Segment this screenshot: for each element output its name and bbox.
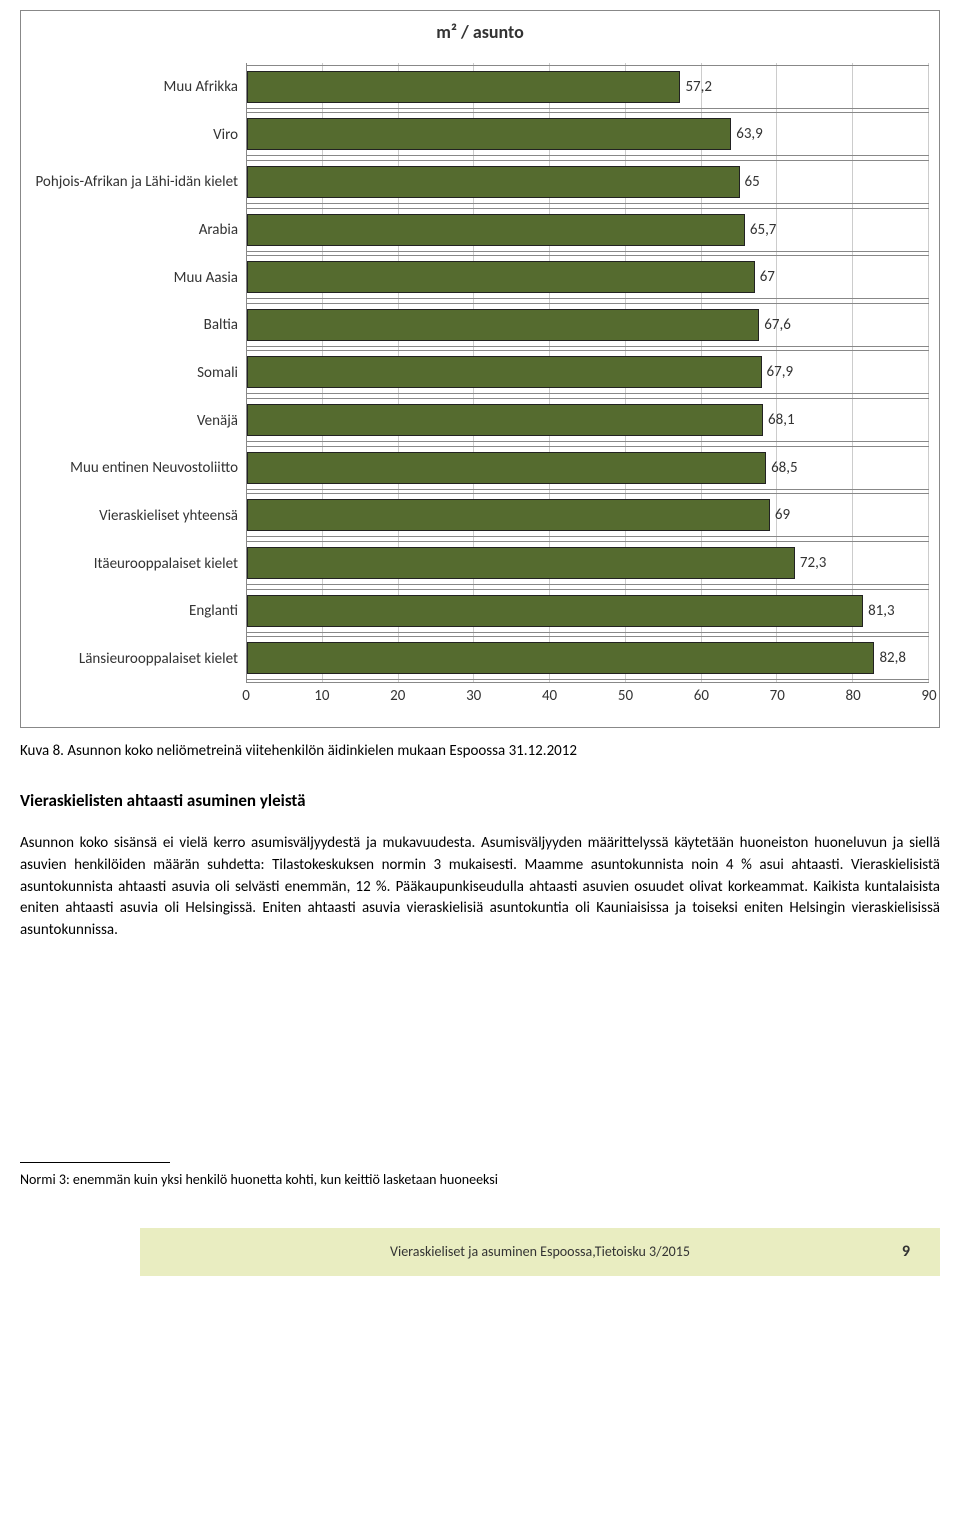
- chart-title: m² / asunto: [31, 21, 929, 43]
- bar-row: 67: [247, 255, 929, 299]
- y-axis-label: Muu entinen Neuvostoliitto: [31, 446, 238, 490]
- chart-container: m² / asunto Muu AfrikkaViroPohjois-Afrik…: [20, 10, 940, 728]
- bar-row: 81,3: [247, 589, 929, 633]
- bar-row: 68,5: [247, 446, 929, 490]
- y-axis-label: Arabia: [31, 208, 238, 252]
- x-tick-label: 60: [691, 687, 711, 705]
- figure-caption: Kuva 8. Asunnon koko neliömetreinä viite…: [20, 742, 940, 760]
- x-tick-container: 20: [398, 687, 474, 707]
- x-tick-label: 40: [540, 687, 560, 705]
- footer-text: Vieraskieliset ja asuminen Espoossa,Tiet…: [390, 1243, 690, 1260]
- x-tick-container: 0: [246, 687, 322, 707]
- bar-value-label: 65: [745, 173, 760, 191]
- bar: 68,1: [247, 404, 763, 436]
- footer-bar: Vieraskieliset ja asuminen Espoossa,Tiet…: [140, 1228, 940, 1276]
- x-tick-label: 80: [843, 687, 863, 705]
- bar: 67,9: [247, 356, 762, 388]
- x-tick-label: 30: [464, 687, 484, 705]
- bar-value-label: 68,5: [771, 459, 798, 477]
- y-axis-label: Muu Aasia: [31, 256, 238, 300]
- x-tick-container: 50: [625, 687, 701, 707]
- bars: 57,2 63,9 65 65,7 67 67,6 67,9 68,1 68,5 69 72,3 81…: [247, 63, 929, 682]
- bar-value-label: 67: [760, 268, 775, 286]
- bar: 69: [247, 499, 770, 531]
- bar: 67: [247, 261, 755, 293]
- y-axis-label: Englanti: [31, 589, 238, 633]
- x-tick-label: 10: [312, 687, 332, 705]
- x-tick-container: 60: [701, 687, 777, 707]
- y-axis-label: Venäjä: [31, 399, 238, 443]
- bar-value-label: 81,3: [868, 602, 895, 620]
- bar: 63,9: [247, 118, 731, 150]
- y-axis-label: Baltia: [31, 303, 238, 347]
- bar-row: 67,9: [247, 350, 929, 394]
- y-axis-label: Muu Afrikka: [31, 65, 238, 109]
- x-tick-container: 70: [777, 687, 853, 707]
- body-paragraph: Asunnon koko sisänsä ei vielä kerro asum…: [20, 833, 940, 942]
- y-axis-labels: Muu AfrikkaViroPohjois-Afrikan ja Lähi-i…: [31, 63, 246, 683]
- y-axis-label: Pohjois-Afrikan ja Lähi-idän kielet: [31, 160, 238, 204]
- bar-row: 69: [247, 493, 929, 537]
- bar: 67,6: [247, 309, 759, 341]
- bar-row: 72,3: [247, 541, 929, 585]
- bar: 65: [247, 166, 740, 198]
- x-tick-label: 20: [388, 687, 408, 705]
- footer-page-number: 9: [902, 1242, 910, 1261]
- bar: 81,3: [247, 595, 863, 627]
- bar-value-label: 63,9: [736, 125, 763, 143]
- y-axis-label: Somali: [31, 351, 238, 395]
- bar-value-label: 65,7: [750, 221, 777, 239]
- x-tick-label: 50: [615, 687, 635, 705]
- footnote: Normi 3: enemmän kuin yksi henkilö huone…: [20, 1171, 940, 1188]
- x-tick-container: 30: [474, 687, 550, 707]
- bar: 72,3: [247, 547, 795, 579]
- x-tick-container: 40: [550, 687, 626, 707]
- footnote-rule: [20, 1162, 170, 1163]
- plot-area: 57,2 63,9 65 65,7 67 67,6 67,9 68,1 68,5 69 72,3 81…: [246, 63, 929, 683]
- y-axis-label: Viro: [31, 113, 238, 157]
- bar-value-label: 69: [775, 506, 790, 524]
- bar: 65,7: [247, 214, 745, 246]
- y-axis-label: Itäeurooppalaiset kielet: [31, 542, 238, 586]
- chart-body: Muu AfrikkaViroPohjois-Afrikan ja Lähi-i…: [31, 63, 929, 683]
- x-tick-container: 8090: [853, 687, 929, 707]
- bar-row: 65,7: [247, 208, 929, 252]
- bar-value-label: 68,1: [768, 411, 795, 429]
- x-axis: 0102030405060708090: [246, 687, 929, 707]
- bar-row: 68,1: [247, 398, 929, 442]
- bar-value-label: 57,2: [685, 78, 712, 96]
- bar-row: 67,6: [247, 303, 929, 347]
- bar-value-label: 67,6: [764, 316, 791, 334]
- bar: 68,5: [247, 452, 766, 484]
- section-heading: Vieraskielisten ahtaasti asuminen yleist…: [20, 790, 940, 811]
- x-tick-container: 10: [322, 687, 398, 707]
- y-axis-label: Länsieurooppalaiset kielet: [31, 637, 238, 681]
- bar: 57,2: [247, 71, 680, 103]
- bar-row: 65: [247, 160, 929, 204]
- x-tick-label: 70: [767, 687, 787, 705]
- x-tick-label: 90: [919, 687, 939, 705]
- bar: 82,8: [247, 642, 874, 674]
- x-tick-label: 0: [236, 687, 256, 705]
- bar-row: 63,9: [247, 112, 929, 156]
- bar-value-label: 67,9: [767, 363, 794, 381]
- y-axis-label: Vieraskieliset yhteensä: [31, 494, 238, 538]
- bar-value-label: 72,3: [800, 554, 827, 572]
- bar-value-label: 82,8: [879, 649, 906, 667]
- bar-row: 82,8: [247, 636, 929, 680]
- bar-row: 57,2: [247, 65, 929, 109]
